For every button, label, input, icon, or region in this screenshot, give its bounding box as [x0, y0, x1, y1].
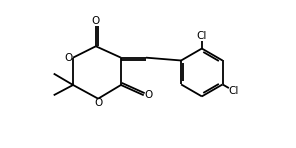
Text: Cl: Cl — [229, 86, 239, 96]
Text: O: O — [92, 16, 100, 26]
Text: Cl: Cl — [197, 30, 207, 41]
Text: O: O — [145, 90, 153, 100]
Text: O: O — [64, 53, 72, 63]
Text: O: O — [94, 98, 102, 108]
